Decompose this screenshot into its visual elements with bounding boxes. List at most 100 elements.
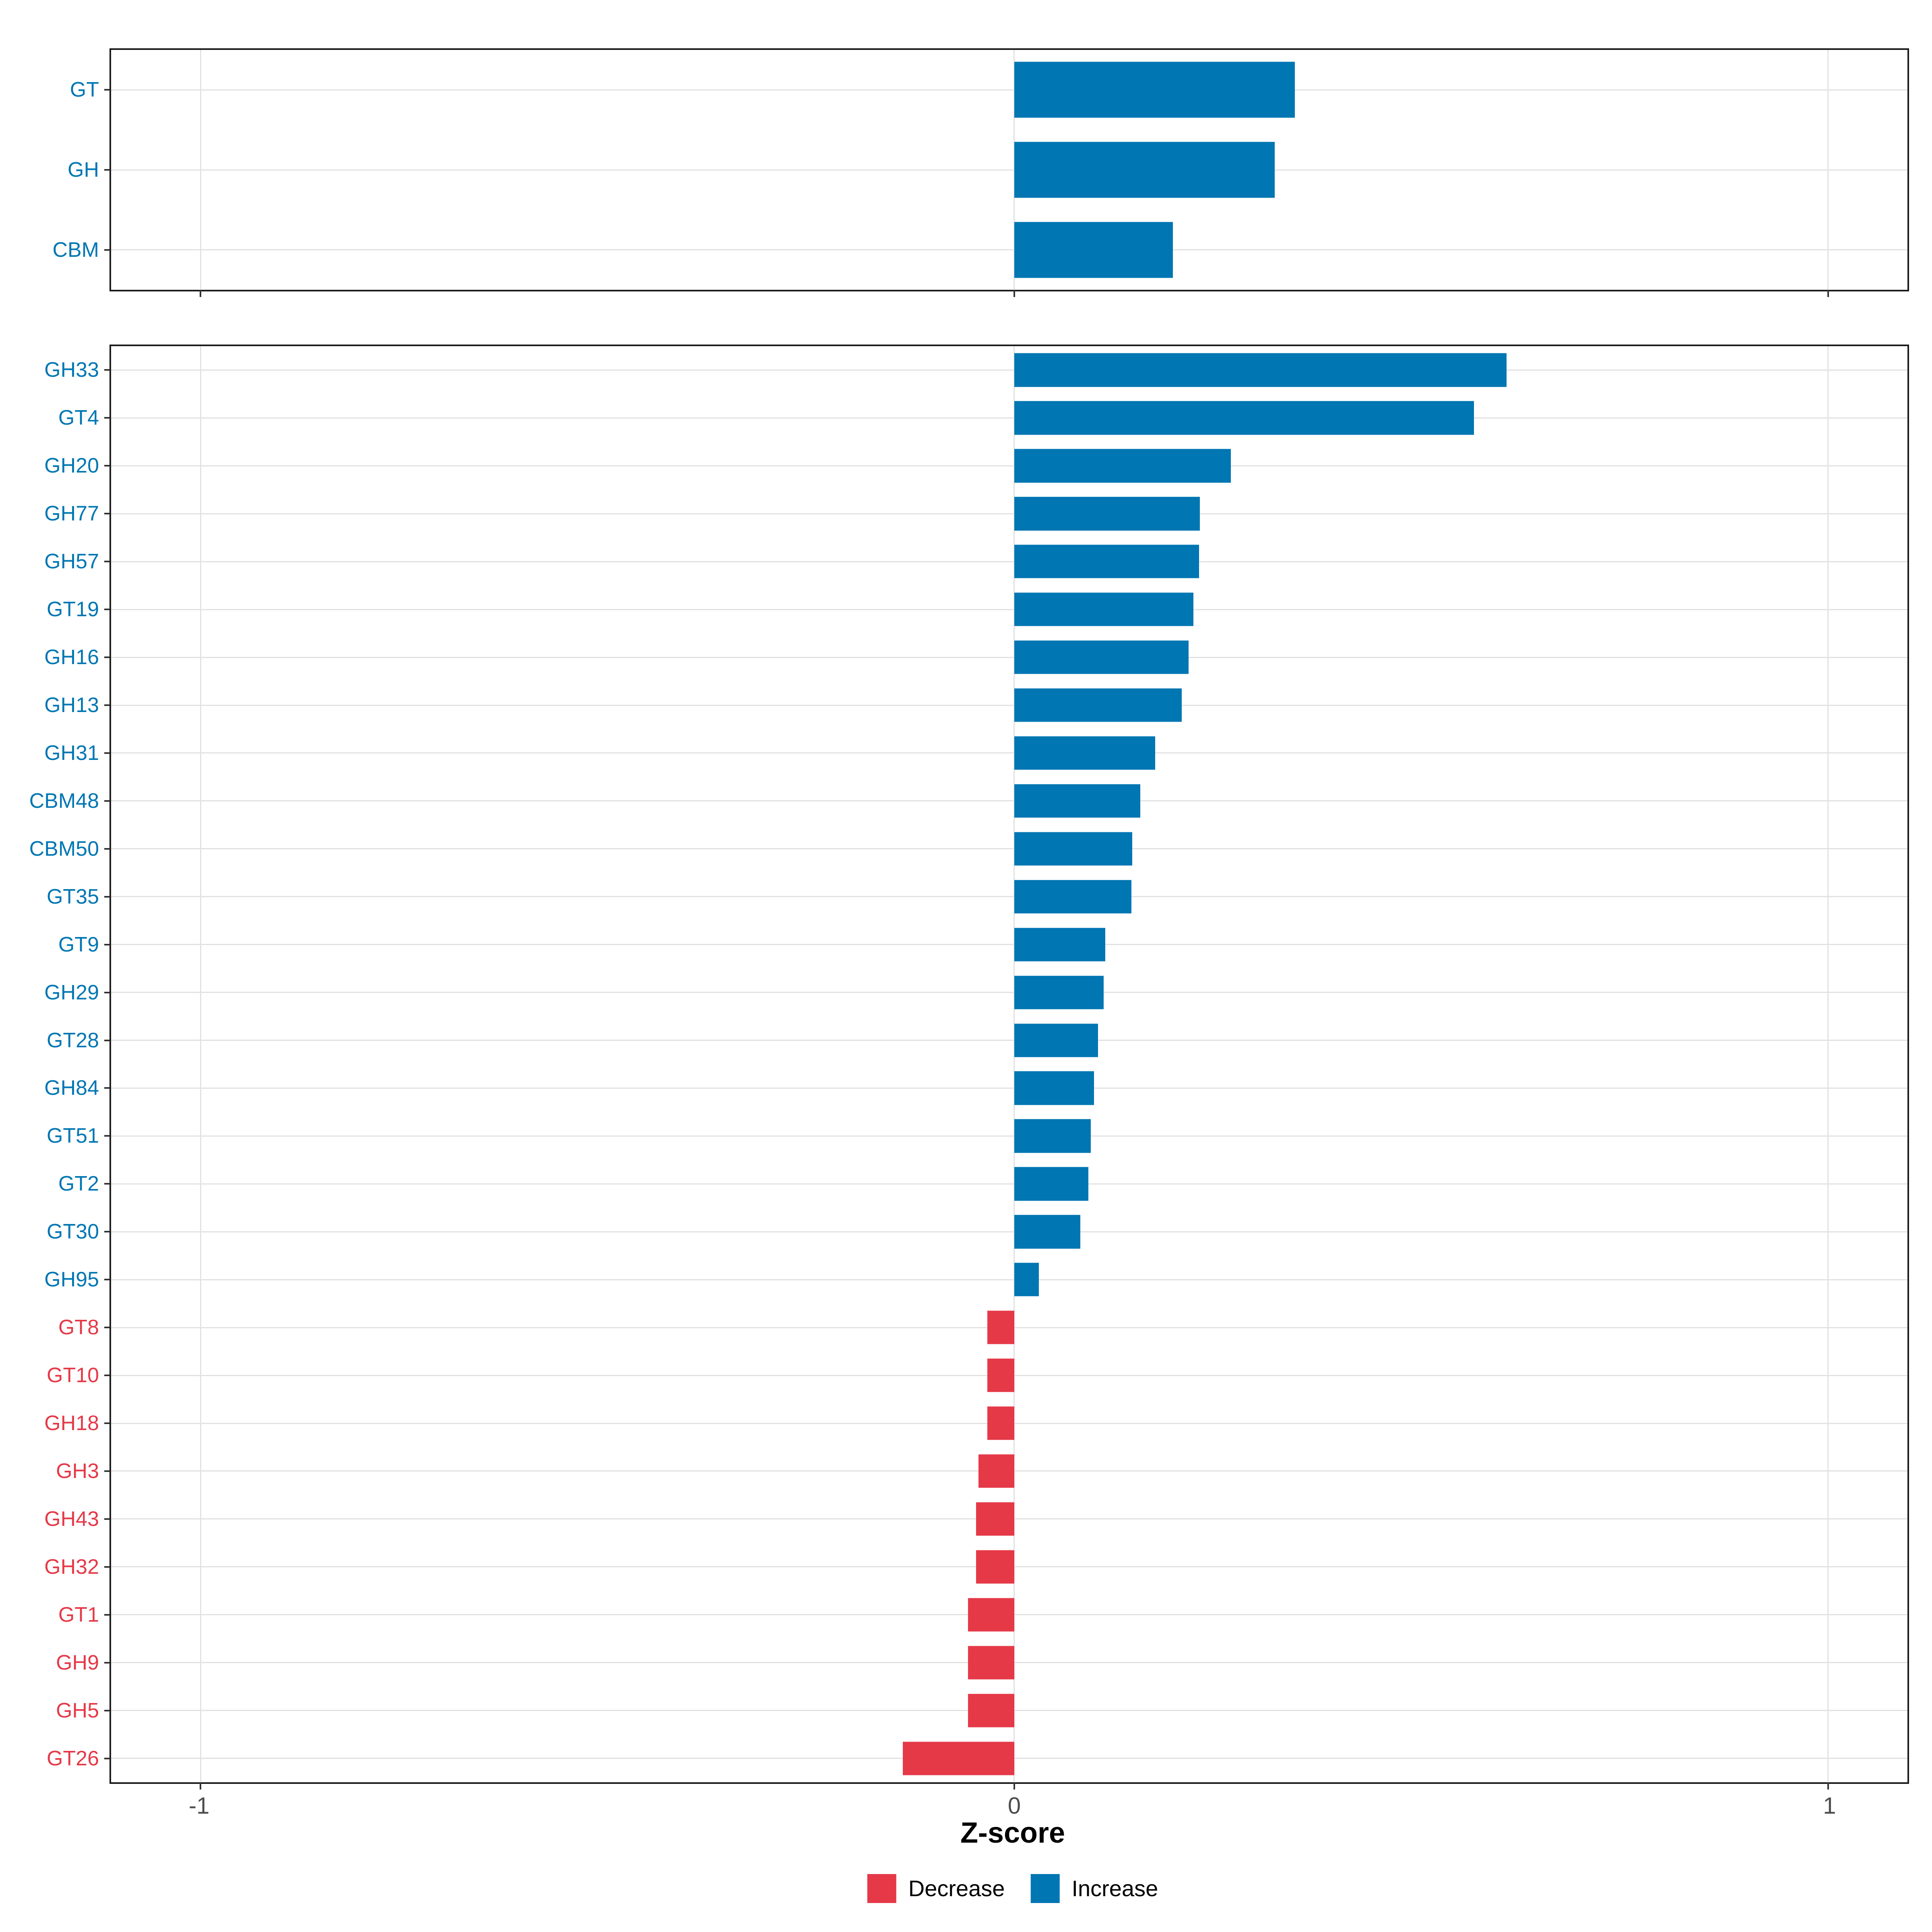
bar-GH18 [987, 1406, 1014, 1440]
y-axis-tick-mark [104, 704, 110, 706]
y-axis-label-GH13: GH13 [44, 694, 99, 717]
y-axis-tick-mark [104, 169, 110, 171]
y-axis-tick-mark [104, 561, 110, 563]
vertical-gridline [200, 346, 201, 1782]
bar-GH13 [1014, 688, 1182, 722]
y-axis-label-GH57: GH57 [44, 550, 99, 574]
y-axis-label-GT28: GT28 [46, 1028, 99, 1052]
horizontal-gridline [111, 1087, 1907, 1089]
y-axis-label-GT1: GT1 [58, 1603, 99, 1627]
y-axis-label-GT30: GT30 [46, 1220, 99, 1244]
y-axis-tick-mark [104, 800, 110, 802]
y-axis-label-GH9: GH9 [56, 1651, 99, 1674]
bar-GT1 [968, 1598, 1014, 1632]
x-tick-label-0: 0 [1007, 1793, 1021, 1819]
bar-GH84 [1014, 1071, 1094, 1105]
horizontal-gridline [111, 800, 1907, 802]
bar-GH77 [1014, 497, 1200, 530]
x-axis-tick-mark [1013, 1782, 1015, 1790]
horizontal-gridline [111, 249, 1907, 251]
bar-GH5 [968, 1693, 1014, 1728]
bar-GT4 [1014, 401, 1474, 435]
y-axis-label-GH84: GH84 [44, 1076, 99, 1100]
y-axis-label-GT2: GT2 [58, 1172, 99, 1196]
horizontal-gridline [111, 417, 1907, 419]
y-axis-label-GH31: GH31 [44, 741, 99, 765]
horizontal-gridline [111, 561, 1907, 562]
legend-item-increase: Increase [1030, 1874, 1158, 1903]
horizontal-gridline [111, 704, 1907, 706]
x-axis-tick-mark [1827, 1782, 1829, 1790]
x-tick-label-1: 1 [1823, 1793, 1836, 1819]
bar-GT30 [1014, 1215, 1080, 1249]
y-axis-tick-mark [104, 656, 110, 658]
horizontal-gridline [111, 1040, 1907, 1041]
y-axis-label-GH18: GH18 [44, 1412, 99, 1435]
y-axis-tick-mark [104, 1327, 110, 1329]
legend: Decrease Increase [867, 1874, 1158, 1903]
y-axis-label-GT: GT [70, 78, 99, 102]
decrease-legend-label: Decrease [908, 1876, 1005, 1901]
bar-GH43 [976, 1502, 1014, 1536]
y-axis-tick-mark [104, 1614, 110, 1616]
bar-GT [1014, 62, 1295, 118]
y-axis-tick-mark [104, 991, 110, 993]
y-axis-label-CBM50: CBM50 [29, 837, 99, 861]
y-axis-tick-mark [104, 1231, 110, 1233]
y-axis-tick-mark [104, 89, 110, 91]
horizontal-gridline [111, 944, 1907, 945]
horizontal-gridline [111, 1279, 1907, 1280]
horizontal-gridline [111, 1183, 1907, 1185]
x-axis-tick-mark [1827, 290, 1829, 297]
y-axis-tick-mark [104, 1087, 110, 1089]
y-axis-tick-mark [104, 249, 110, 251]
bar-GH57 [1014, 545, 1199, 578]
vertical-gridline [1827, 346, 1829, 1782]
bar-CBM48 [1014, 784, 1141, 818]
bar-GT8 [987, 1311, 1014, 1344]
bar-GT28 [1014, 1023, 1098, 1057]
bar-GH33 [1014, 353, 1507, 387]
horizontal-gridline [111, 656, 1907, 658]
y-axis-tick-mark [104, 1518, 110, 1520]
bar-GH9 [968, 1646, 1014, 1680]
y-axis-tick-mark [104, 1039, 110, 1041]
x-axis-tick-mark [200, 290, 202, 297]
y-axis-label-GT9: GT9 [58, 933, 99, 956]
y-axis-label-GT4: GT4 [58, 406, 99, 430]
legend-item-decrease: Decrease [867, 1874, 1005, 1903]
y-axis-tick-mark [104, 1757, 110, 1759]
y-axis-tick-mark [104, 1470, 110, 1472]
y-axis-label-GH95: GH95 [44, 1268, 99, 1292]
y-axis-label-GH3: GH3 [56, 1459, 99, 1483]
y-axis-label-GT8: GT8 [58, 1316, 99, 1340]
y-axis-label-GH5: GH5 [56, 1699, 99, 1722]
bar-GH31 [1014, 736, 1155, 770]
y-axis-label-GT10: GT10 [46, 1364, 99, 1387]
bar-GH95 [1014, 1263, 1039, 1296]
y-axis-tick-mark [104, 752, 110, 754]
cazyme-families-panel: GH33 GT4 GH20 GH77 GH57 GT19 GH16 GH13 GH31 CBM48… [29, 345, 1909, 1790]
bar-GT51 [1014, 1119, 1091, 1153]
y-axis-label-GT26: GT26 [46, 1746, 99, 1770]
y-axis-tick-mark [104, 1135, 110, 1137]
horizontal-gridline [111, 513, 1907, 514]
horizontal-gridline [111, 169, 1907, 171]
horizontal-gridline [111, 752, 1907, 754]
bar-GH [1014, 142, 1275, 198]
decrease-color-swatch [867, 1874, 896, 1903]
horizontal-gridline [111, 465, 1907, 466]
bar-CBM50 [1014, 832, 1133, 866]
y-axis-tick-mark [104, 1422, 110, 1424]
y-axis-label-GT35: GT35 [46, 885, 99, 908]
bar-GH16 [1014, 640, 1189, 674]
vertical-gridline [1013, 346, 1015, 1782]
y-axis-label-GH16: GH16 [44, 646, 99, 669]
y-axis-label-GH43: GH43 [44, 1507, 99, 1531]
increase-color-swatch [1030, 1874, 1060, 1903]
y-axis-label-GH29: GH29 [44, 980, 99, 1004]
horizontal-gridline [111, 369, 1907, 371]
horizontal-gridline [111, 992, 1907, 993]
y-axis-tick-mark [104, 1662, 110, 1664]
